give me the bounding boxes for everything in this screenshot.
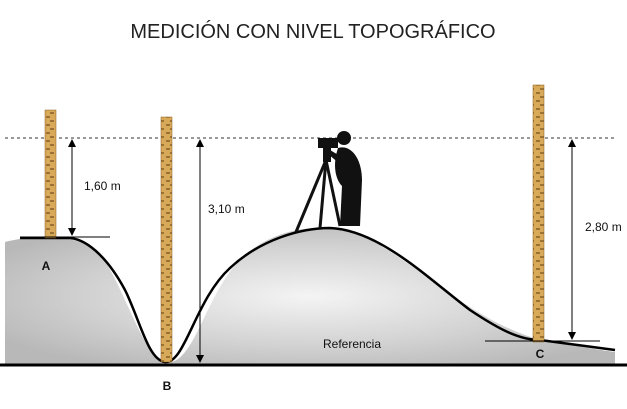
terrain-line xyxy=(20,226,616,364)
distance-label: 2,80 m xyxy=(585,220,622,234)
rod-b xyxy=(160,116,173,363)
point-label: A xyxy=(42,259,51,273)
reference-label: Referencia xyxy=(323,337,381,351)
title: MEDICIÓN CON NIVEL TOPOGRÁFICO xyxy=(130,20,495,43)
point-label: C xyxy=(536,347,545,361)
rod-c xyxy=(532,84,545,343)
distance-label: 3,10 m xyxy=(208,202,245,216)
surveyor xyxy=(294,131,362,233)
distance-label: 1,60 m xyxy=(84,179,121,193)
arrows xyxy=(68,139,576,363)
terrain xyxy=(5,228,615,365)
rod-a xyxy=(44,109,57,239)
point-label: B xyxy=(163,379,172,393)
